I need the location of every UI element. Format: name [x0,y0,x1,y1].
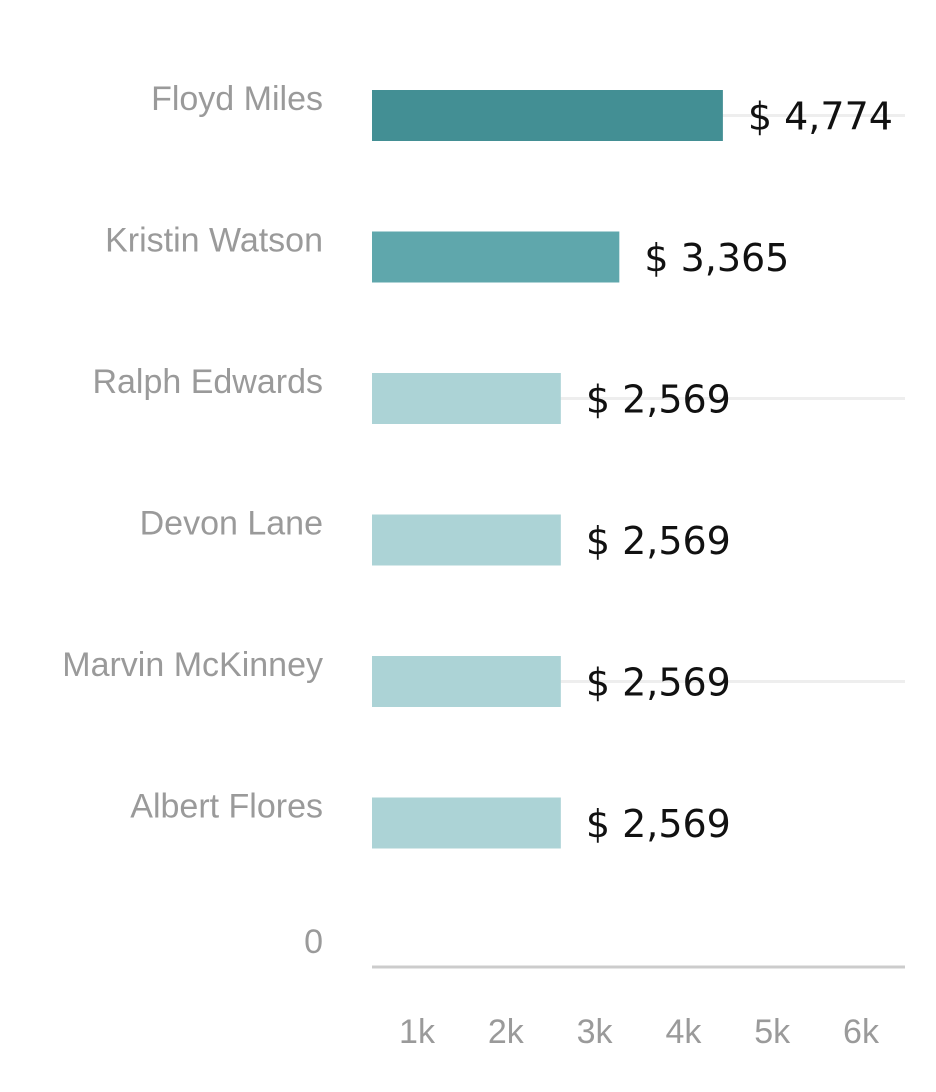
bar-floyd-miles [372,90,723,141]
x-tick-label: 6k [843,1013,880,1051]
value-label: $ 2,569 [586,378,731,422]
category-label: Albert Flores [130,788,323,826]
value-label: $ 2,569 [586,802,731,846]
value-label: $ 2,569 [586,519,731,563]
category-label: Marvin McKinney [62,646,323,684]
x-tick-label: 4k [665,1013,702,1051]
zero-label: 0 [304,923,323,961]
value-labels: $ 4,774 $ 3,365 $ 2,569 $ 2,569 $ 2,569 $ 2,5… [586,95,893,847]
x-tick-label: 5k [754,1013,791,1051]
x-tick-label: 3k [577,1013,614,1051]
x-tick-label: 1k [399,1013,436,1051]
bar-ralph-edwards [372,373,561,424]
category-label: Floyd Miles [151,80,323,118]
bar-marvin-mckinney [372,656,561,707]
x-tick-labels: 1k 2k 3k 4k 5k 6k [399,1013,880,1051]
bar-albert-flores [372,797,561,849]
bar-devon-lane [372,514,561,566]
bar-kristin-watson [372,231,620,283]
category-labels: Floyd Miles Kristin Watson Ralph Edwards De… [62,80,323,826]
x-tick-label: 2k [488,1013,525,1051]
bars [372,90,723,849]
category-label: Devon Lane [140,505,323,543]
value-label: $ 4,774 [748,95,893,139]
category-label: Ralph Edwards [92,363,323,401]
value-label: $ 3,365 [644,236,789,280]
value-label: $ 2,569 [586,661,731,705]
category-label: Kristin Watson [105,222,323,260]
